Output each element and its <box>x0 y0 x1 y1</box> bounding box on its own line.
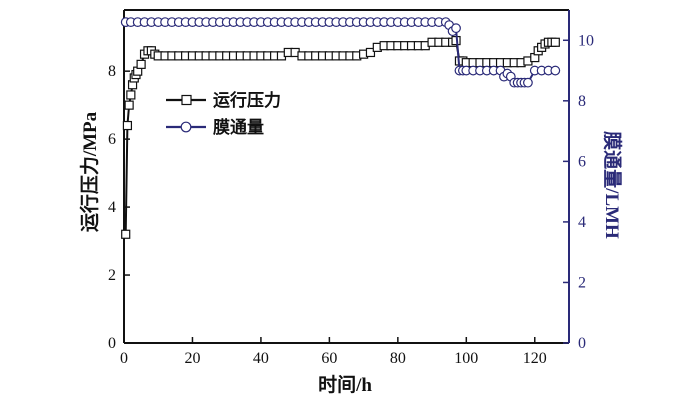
flux-point <box>451 23 461 34</box>
pressure-point <box>124 100 134 110</box>
legend-label-2: 膜通量 <box>213 117 264 137</box>
legend-marker-circle <box>180 121 192 133</box>
left-axis-title: 运行压力/MPa <box>78 111 101 232</box>
pressure-point <box>126 90 136 100</box>
x-axis-title: 时间/h <box>318 374 372 396</box>
left-tick-label: 0 <box>108 335 116 352</box>
right-tick-label: 10 <box>578 32 594 49</box>
x-axis-ticks: 0 20 40 60 80 100 120 <box>120 337 547 367</box>
left-tick-label: 6 <box>108 131 116 148</box>
right-tick-label: 0 <box>578 335 586 352</box>
pressure-point <box>365 47 376 58</box>
x-tick-label: 120 <box>523 350 547 367</box>
left-tick-label: 8 <box>108 63 116 80</box>
right-axis-title: 膜通量/LMH <box>601 130 624 239</box>
pressure-point <box>121 229 131 239</box>
left-tick-label: 2 <box>108 267 116 284</box>
x-tick-label: 60 <box>321 350 337 367</box>
x-tick-label: 40 <box>253 350 269 367</box>
plot-frame <box>123 9 570 344</box>
right-tick-label: 6 <box>578 153 586 170</box>
x-tick-label: 100 <box>454 350 478 367</box>
right-axis-ticks: 0 2 4 6 8 10 <box>563 32 594 352</box>
pressure-point <box>122 120 133 131</box>
right-tick-label: 2 <box>578 274 586 291</box>
flux-point <box>550 65 561 76</box>
series-layer <box>120 17 561 239</box>
legend-label-1: 运行压力 <box>213 90 281 110</box>
flux-point <box>523 77 533 88</box>
right-tick-label: 4 <box>578 214 586 231</box>
right-tick-label: 8 <box>578 93 586 110</box>
pressure-point <box>136 59 146 69</box>
pressure-point <box>550 37 560 47</box>
x-tick-label: 20 <box>184 350 200 367</box>
legend-marker-square <box>181 94 192 106</box>
left-tick-label: 4 <box>108 199 116 216</box>
x-tick-label: 80 <box>390 350 406 367</box>
x-tick-label: 0 <box>120 350 128 367</box>
